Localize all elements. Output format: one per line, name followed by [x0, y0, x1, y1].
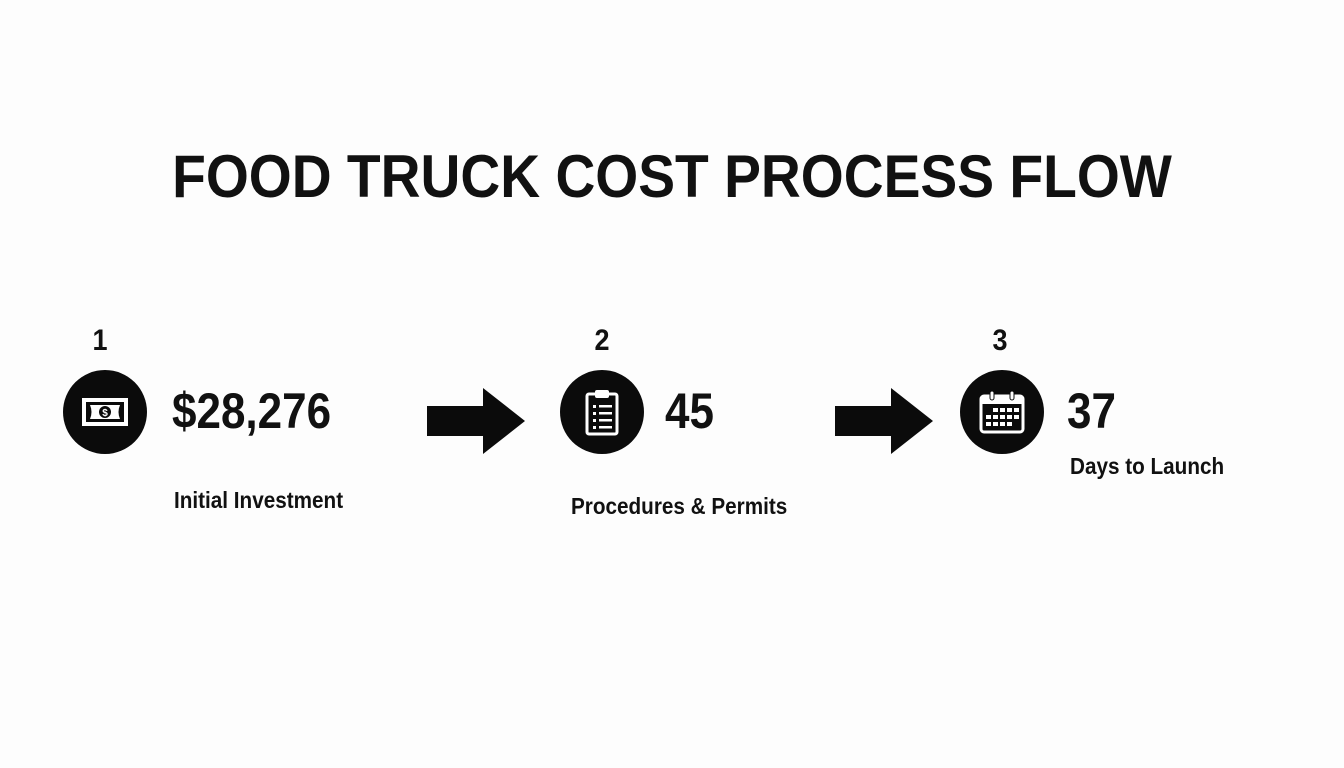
money-bill-icon: $	[82, 398, 128, 426]
calendar-icon	[979, 390, 1025, 434]
step-3-number: 3	[992, 324, 1008, 357]
step-2-number: 2	[594, 324, 610, 357]
step-3-value: 37	[1067, 383, 1116, 439]
step-3-label: Days to Launch	[1070, 453, 1225, 479]
step-2-label: Procedures & Permits	[571, 493, 788, 519]
step-1-number: 1	[92, 324, 108, 357]
svg-text:$: $	[102, 408, 108, 419]
step-1-value: $28,276	[172, 383, 332, 439]
step-3-icon-circle	[960, 370, 1044, 454]
step-2-value: 45	[665, 383, 714, 439]
step-1-icon-circle: $	[63, 370, 147, 454]
page-title: FOOD TRUCK COST PROCESS FLOW	[172, 143, 1172, 210]
step-2-icon-circle	[560, 370, 644, 454]
arrow-right-icon	[427, 388, 525, 454]
step-1-label: Initial Investment	[174, 487, 344, 513]
arrow-right-icon	[835, 388, 933, 454]
clipboard-icon	[585, 390, 619, 436]
